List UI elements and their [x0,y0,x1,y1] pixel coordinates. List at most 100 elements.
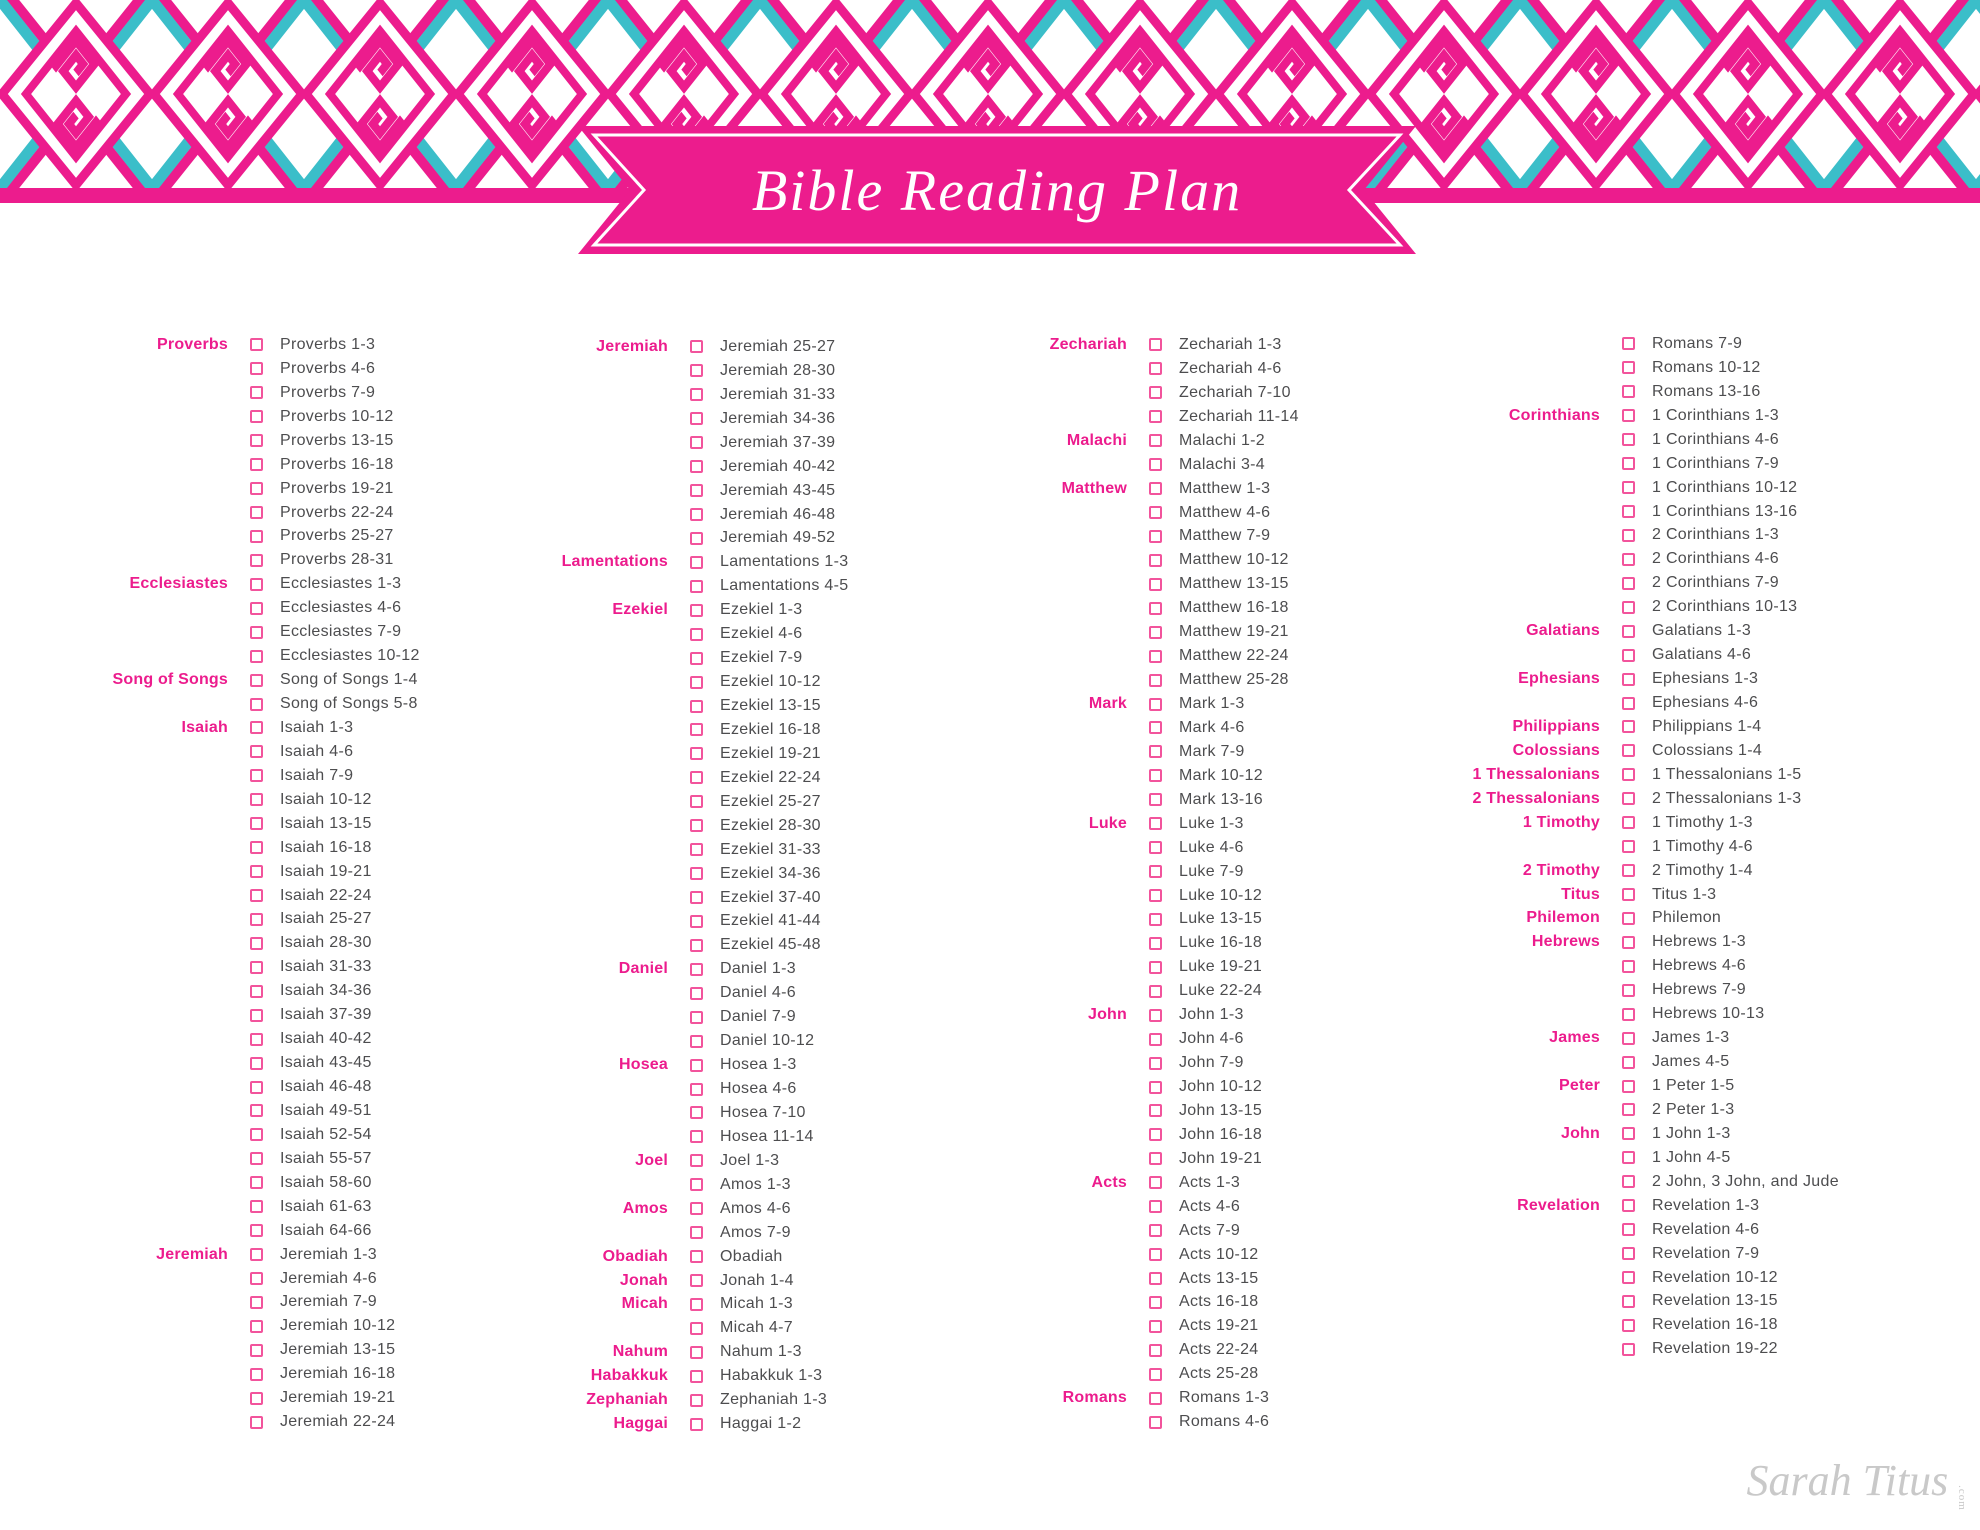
checkbox[interactable] [250,482,263,496]
checkbox[interactable] [1149,1080,1162,1094]
checkbox[interactable] [690,1369,703,1383]
checkbox[interactable] [250,697,263,711]
checkbox[interactable] [1622,528,1635,542]
checkbox[interactable] [1149,1032,1162,1046]
checkbox[interactable] [690,986,703,1000]
checkbox[interactable] [1149,362,1162,376]
checkbox[interactable] [250,1224,263,1238]
checkbox[interactable] [250,1319,263,1333]
checkbox[interactable] [250,1200,263,1214]
checkbox[interactable] [1622,720,1635,734]
checkbox[interactable] [1622,864,1635,878]
checkbox[interactable] [1622,1223,1635,1237]
checkbox[interactable] [1622,935,1635,949]
checkbox[interactable] [1149,769,1162,783]
checkbox[interactable] [250,1272,263,1286]
checkbox[interactable] [1149,984,1162,998]
checkbox[interactable] [1149,960,1162,974]
checkbox[interactable] [1149,1367,1162,1381]
checkbox[interactable] [250,529,263,543]
checkbox[interactable] [250,338,263,352]
checkbox[interactable] [1622,576,1635,590]
checkbox[interactable] [690,1202,703,1216]
checkbox[interactable] [1149,1056,1162,1070]
checkbox[interactable] [1149,625,1162,639]
checkbox[interactable] [690,412,703,426]
checkbox[interactable] [1149,529,1162,543]
checkbox[interactable] [1149,601,1162,615]
checkbox[interactable] [250,1415,263,1429]
checkbox[interactable] [250,1176,263,1190]
checkbox[interactable] [1622,768,1635,782]
checkbox[interactable] [690,1393,703,1407]
checkbox[interactable] [690,771,703,785]
checkbox[interactable] [1622,1079,1635,1093]
checkbox[interactable] [690,388,703,402]
checkbox[interactable] [250,1032,263,1046]
checkbox[interactable] [1622,1342,1635,1356]
checkbox[interactable] [250,745,263,759]
checkbox[interactable] [1149,338,1162,352]
checkbox[interactable] [690,1034,703,1048]
checkbox[interactable] [250,649,263,663]
checkbox[interactable] [1149,1200,1162,1214]
checkbox[interactable] [1622,552,1635,566]
checkbox[interactable] [250,865,263,879]
checkbox[interactable] [1149,649,1162,663]
checkbox[interactable] [1149,1104,1162,1118]
checkbox[interactable] [250,1152,263,1166]
checkbox[interactable] [690,1058,703,1072]
checkbox[interactable] [250,458,263,472]
checkbox[interactable] [1622,888,1635,902]
checkbox[interactable] [1149,577,1162,591]
checkbox[interactable] [1622,744,1635,758]
checkbox[interactable] [1622,1247,1635,1261]
checkbox[interactable] [690,675,703,689]
checkbox[interactable] [1149,865,1162,879]
checkbox[interactable] [1149,1128,1162,1142]
checkbox[interactable] [250,769,263,783]
checkbox[interactable] [690,1226,703,1240]
checkbox[interactable] [1149,386,1162,400]
checkbox[interactable] [1149,1415,1162,1429]
checkbox[interactable] [250,1104,263,1118]
checkbox[interactable] [1149,458,1162,472]
checkbox[interactable] [1622,1127,1635,1141]
checkbox[interactable] [690,1417,703,1431]
checkbox[interactable] [1622,457,1635,471]
checkbox[interactable] [1622,1318,1635,1332]
checkbox[interactable] [1149,553,1162,567]
checkbox[interactable] [690,1274,703,1288]
checkbox[interactable] [1149,889,1162,903]
checkbox[interactable] [690,1178,703,1192]
checkbox[interactable] [1622,361,1635,375]
checkbox[interactable] [250,601,263,615]
checkbox[interactable] [1622,481,1635,495]
checkbox[interactable] [250,1343,263,1357]
checkbox[interactable] [1622,624,1635,638]
checkbox[interactable] [690,1130,703,1144]
checkbox[interactable] [690,1082,703,1096]
checkbox[interactable] [690,699,703,713]
checkbox[interactable] [1149,697,1162,711]
checkbox[interactable] [250,1080,263,1094]
checkbox[interactable] [250,410,263,424]
checkbox[interactable] [250,553,263,567]
checkbox[interactable] [1622,1151,1635,1165]
checkbox[interactable] [1622,433,1635,447]
checkbox[interactable] [690,627,703,641]
checkbox[interactable] [1149,410,1162,424]
checkbox[interactable] [250,434,263,448]
checkbox[interactable] [690,795,703,809]
checkbox[interactable] [690,962,703,976]
checkbox[interactable] [1622,505,1635,519]
checkbox[interactable] [690,891,703,905]
checkbox[interactable] [1149,1343,1162,1357]
checkbox[interactable] [1149,817,1162,831]
checkbox[interactable] [1149,1152,1162,1166]
checkbox[interactable] [1622,385,1635,399]
checkbox[interactable] [690,531,703,545]
checkbox[interactable] [690,938,703,952]
checkbox[interactable] [1149,1272,1162,1286]
checkbox[interactable] [690,914,703,928]
